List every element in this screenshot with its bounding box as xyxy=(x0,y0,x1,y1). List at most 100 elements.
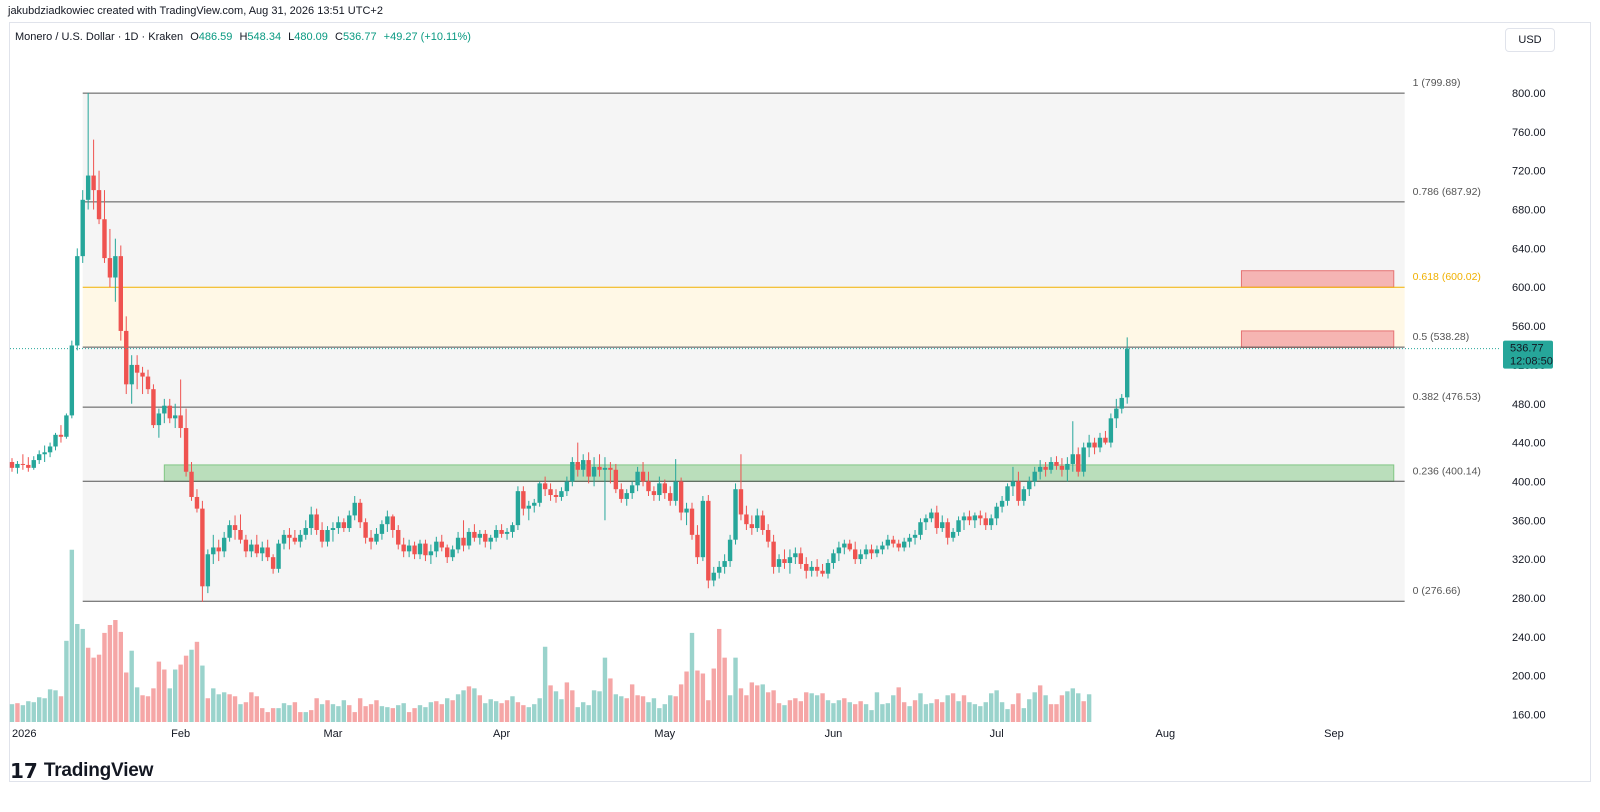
candle-body[interactable] xyxy=(385,516,390,525)
candle-body[interactable] xyxy=(624,493,629,499)
candle-body[interactable] xyxy=(999,500,1005,507)
candle-body[interactable] xyxy=(309,514,314,529)
candle-body[interactable] xyxy=(613,469,619,490)
candle-body[interactable] xyxy=(357,502,363,523)
candle-body[interactable] xyxy=(896,543,901,548)
candle-body[interactable] xyxy=(559,491,564,497)
candle-body[interactable] xyxy=(281,534,287,544)
candle-body[interactable] xyxy=(455,537,461,550)
candle-body[interactable] xyxy=(853,549,858,560)
candle-body[interactable] xyxy=(651,491,657,496)
candle-body[interactable] xyxy=(510,525,515,532)
candle-body[interactable] xyxy=(787,557,793,564)
candle-body[interactable] xyxy=(445,547,450,558)
candle-body[interactable] xyxy=(341,522,347,529)
candle-body[interactable] xyxy=(521,491,526,509)
candle-body[interactable] xyxy=(1097,437,1103,448)
candle-body[interactable] xyxy=(700,500,706,558)
candle-body[interactable] xyxy=(221,537,227,552)
candle-body[interactable] xyxy=(113,256,118,278)
candle-body[interactable] xyxy=(793,553,798,558)
candle-body[interactable] xyxy=(178,415,183,429)
candle-body[interactable] xyxy=(515,491,521,526)
candle-body[interactable] xyxy=(499,529,504,534)
candle-body[interactable] xyxy=(989,518,994,526)
candle-body[interactable] xyxy=(151,389,156,426)
candle-body[interactable] xyxy=(526,505,531,509)
candle-body[interactable] xyxy=(314,514,319,530)
candle-body[interactable] xyxy=(570,462,575,482)
candle-body[interactable] xyxy=(1048,462,1054,470)
candle-body[interactable] xyxy=(798,553,803,564)
candle-body[interactable] xyxy=(1065,463,1070,470)
candle-body[interactable] xyxy=(15,463,20,468)
candle-body[interactable] xyxy=(412,545,417,555)
candle-body[interactable] xyxy=(967,516,972,521)
candle-body[interactable] xyxy=(537,483,542,503)
candle-body[interactable] xyxy=(1081,447,1086,472)
candle-body[interactable] xyxy=(423,543,428,556)
candle-body[interactable] xyxy=(847,543,852,550)
candle-body[interactable] xyxy=(744,514,749,525)
candle-body[interactable] xyxy=(1016,481,1021,501)
candle-body[interactable] xyxy=(270,557,276,569)
candle-body[interactable] xyxy=(9,462,15,468)
candle-body[interactable] xyxy=(368,537,374,542)
candle-body[interactable] xyxy=(200,508,205,587)
candle-body[interactable] xyxy=(42,452,47,455)
candle-body[interactable] xyxy=(983,518,988,526)
candle-body[interactable] xyxy=(581,460,586,470)
candle-body[interactable] xyxy=(390,516,395,530)
candle-body[interactable] xyxy=(249,544,254,552)
candle-body[interactable] xyxy=(1037,466,1043,472)
resistance-zone[interactable] xyxy=(1240,330,1395,348)
candle-body[interactable] xyxy=(929,512,934,519)
candle-body[interactable] xyxy=(1027,481,1032,490)
candle-body[interactable] xyxy=(37,454,42,461)
candle-body[interactable] xyxy=(47,446,53,453)
candle-body[interactable] xyxy=(885,539,891,546)
candle-body[interactable] xyxy=(91,175,96,191)
candle-body[interactable] xyxy=(891,539,896,544)
candle-body[interactable] xyxy=(75,256,80,346)
candle-body[interactable] xyxy=(428,551,434,556)
candle-body[interactable] xyxy=(145,376,151,390)
candle-body[interactable] xyxy=(276,543,281,569)
candle-body[interactable] xyxy=(880,545,885,550)
candle-body[interactable] xyxy=(684,508,689,513)
candle-body[interactable] xyxy=(858,554,863,560)
candle-body[interactable] xyxy=(608,467,613,470)
candle-body[interactable] xyxy=(450,549,455,558)
candle-body[interactable] xyxy=(836,547,842,554)
candle-body[interactable] xyxy=(673,481,678,501)
candle-body[interactable] xyxy=(1054,462,1059,466)
candle-body[interactable] xyxy=(755,515,760,529)
candle-body[interactable] xyxy=(265,547,270,558)
candle-body[interactable] xyxy=(918,522,923,535)
candle-body[interactable] xyxy=(591,466,597,477)
candle-body[interactable] xyxy=(183,428,189,472)
candle-body[interactable] xyxy=(129,364,134,385)
candle-body[interactable] xyxy=(814,566,820,571)
candle-body[interactable] xyxy=(107,258,113,278)
candle-body[interactable] xyxy=(504,531,510,534)
chart-pane[interactable] xyxy=(9,22,1591,782)
currency-button[interactable]: USD xyxy=(1505,28,1555,52)
candle-body[interactable] xyxy=(950,531,956,538)
candle-body[interactable] xyxy=(553,495,559,497)
candle-body[interactable] xyxy=(134,364,140,373)
candle-body[interactable] xyxy=(532,502,537,506)
candle-body[interactable] xyxy=(978,515,983,519)
candle-body[interactable] xyxy=(363,522,368,538)
candle-body[interactable] xyxy=(804,563,809,571)
candle-body[interactable] xyxy=(330,528,336,530)
candle-body[interactable] xyxy=(156,413,162,426)
candle-body[interactable] xyxy=(352,502,357,516)
candle-body[interactable] xyxy=(765,529,771,542)
candle-body[interactable] xyxy=(1119,397,1124,409)
candle-body[interactable] xyxy=(548,489,553,496)
candle-body[interactable] xyxy=(597,466,602,470)
candle-body[interactable] xyxy=(96,190,102,220)
candle-body[interactable] xyxy=(771,541,776,567)
candle-body[interactable] xyxy=(319,529,325,542)
